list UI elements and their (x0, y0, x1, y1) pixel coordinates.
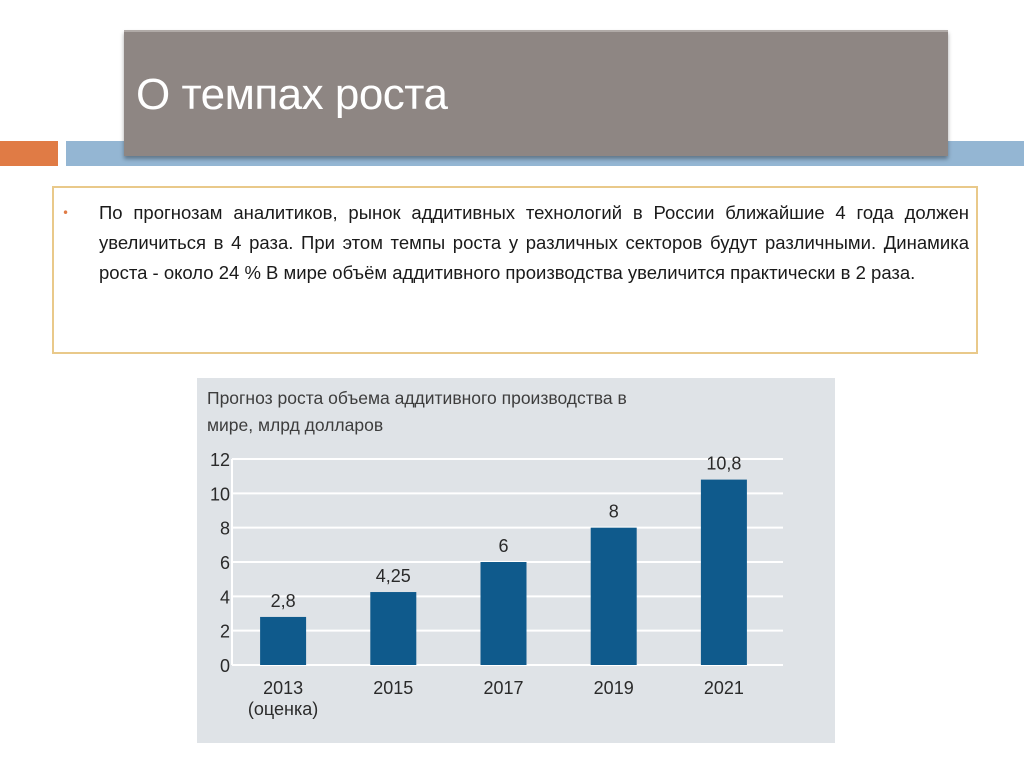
bar (480, 562, 527, 665)
x-tick-sublabel: (оценка) (248, 699, 318, 719)
x-tick-label: 2019 (594, 678, 634, 698)
bullet-text: По прогнозам аналитиков, рынок аддитивны… (99, 202, 969, 283)
title-box: О темпах роста (124, 30, 948, 156)
data-label: 2,8 (271, 591, 296, 611)
x-tick-label: 2013 (263, 678, 303, 698)
y-tick-label: 8 (220, 519, 230, 539)
y-tick-label: 2 (220, 622, 230, 642)
y-tick-label: 12 (210, 450, 230, 470)
data-label: 4,25 (376, 566, 411, 586)
y-tick-label: 10 (210, 484, 230, 504)
accent-bar-orange (0, 141, 58, 166)
text-box: • По прогнозам аналитиков, рынок аддитив… (52, 186, 978, 354)
data-label: 8 (609, 502, 619, 522)
data-label: 10,8 (706, 454, 741, 474)
slide-title: О темпах роста (136, 70, 448, 119)
y-tick-label: 4 (220, 587, 230, 607)
bar-chart: Прогноз роста объема аддитивного произво… (197, 378, 835, 743)
bar (700, 479, 747, 665)
chart-title-line-2: мире, млрд долларов (207, 415, 383, 435)
bar (370, 592, 417, 665)
x-tick-label: 2015 (373, 678, 413, 698)
chart-title-line-1: Прогноз роста объема аддитивного произво… (207, 388, 627, 408)
chart-svg: Прогноз роста объема аддитивного произво… (207, 388, 783, 719)
bullet-icon: • (62, 206, 70, 220)
y-tick-label: 6 (220, 553, 230, 573)
data-label: 6 (498, 536, 508, 556)
y-tick-label: 0 (220, 656, 230, 676)
bar (590, 527, 637, 665)
x-tick-label: 2021 (704, 678, 744, 698)
bar (260, 616, 307, 665)
x-tick-label: 2017 (483, 678, 523, 698)
